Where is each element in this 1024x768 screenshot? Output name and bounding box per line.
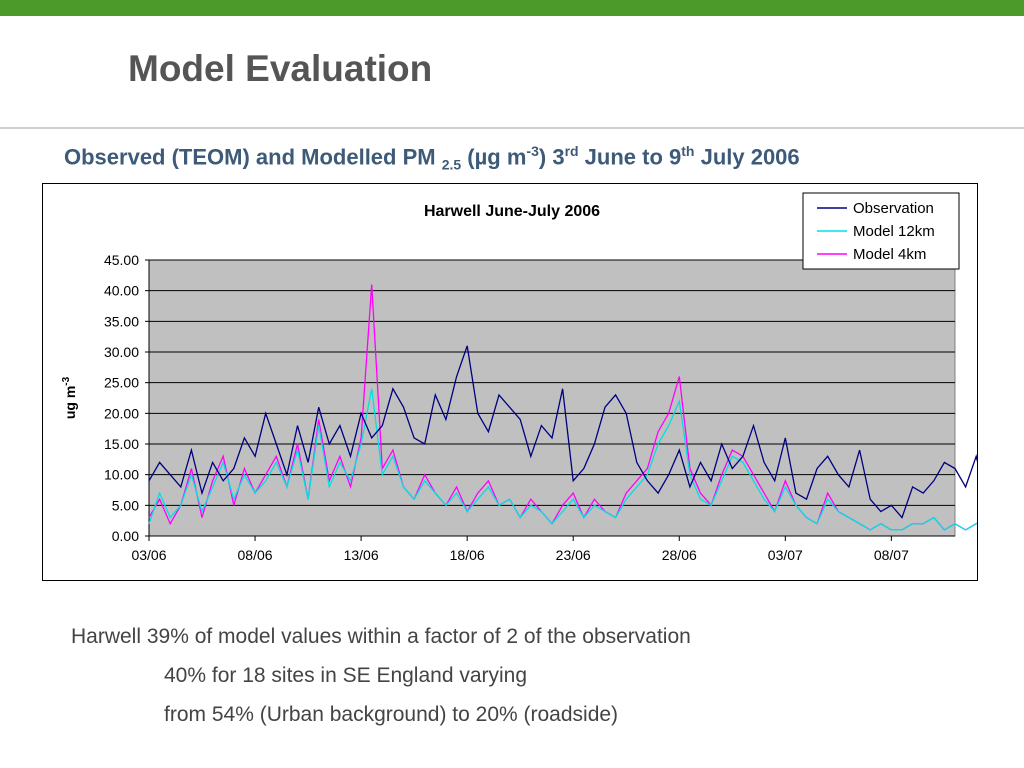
series-line-model-12km <box>148 388 977 531</box>
subtitle-part: ) 3 <box>538 144 565 170</box>
notes: Harwell 39% of model values within a fac… <box>71 617 691 734</box>
legend-label: Model 12km <box>853 223 935 240</box>
note-line-1: Harwell 39% of model values within a fac… <box>71 625 691 648</box>
slide-title: Model Evaluation <box>128 48 433 89</box>
subtitle-subscript: 2.5 <box>441 156 462 173</box>
plot-area <box>148 259 956 537</box>
x-tick-label: 08/07 <box>874 547 909 563</box>
chart-frame: 0.00 5.00 10.00 15.00 20.00 25.00 30.00 35.00 40… <box>42 183 978 581</box>
subtitle-part: (µg m <box>461 144 527 170</box>
subtitle-part: June to 9 <box>578 144 682 170</box>
subtitle-superscript: -3 <box>526 143 539 159</box>
legend-label: Observation <box>853 200 934 217</box>
series-line-observation <box>148 345 977 519</box>
x-tick-label: 28/06 <box>662 547 697 563</box>
subtitle-superscript: th <box>681 143 695 159</box>
chart-title: Harwell June-July 2006 <box>424 203 600 220</box>
y-tick-label: 10.00 <box>104 467 139 483</box>
x-tick-label: 18/06 <box>450 547 485 563</box>
x-tick-label: 03/06 <box>131 547 166 563</box>
y-tick-label: 20.00 <box>104 405 139 421</box>
x-tick-label: 23/06 <box>556 547 591 563</box>
x-tick-label: 08/06 <box>238 547 273 563</box>
subtitle-part: Observed (TEOM) and Modelled PM <box>64 144 442 170</box>
y-tick-label: 40.00 <box>104 283 139 299</box>
subtitle-part: July 2006 <box>694 144 800 170</box>
y-tick-label: 35.00 <box>104 313 139 329</box>
title-divider <box>0 127 1024 129</box>
y-tick-label: 30.00 <box>104 344 139 360</box>
y-tick-label: 15.00 <box>104 436 139 452</box>
y-tick-label: 0.00 <box>112 528 139 544</box>
y-tick-label: 5.00 <box>112 497 139 513</box>
y-tick-label: 25.00 <box>104 375 139 391</box>
slide-subtitle: Observed (TEOM) and Modelled PM 2.5 (µg … <box>64 143 800 173</box>
note-line-2: 40% for 18 sites in SE England varying <box>164 664 528 687</box>
legend-label: Model 4km <box>853 246 926 263</box>
x-tick-label: 03/07 <box>768 547 803 563</box>
subtitle-superscript: rd <box>564 143 579 159</box>
accent-bar <box>0 0 1024 16</box>
x-tick-label: 13/06 <box>344 547 379 563</box>
y-axis-label: ug m-3 <box>61 376 78 419</box>
note-line-3: from 54% (Urban background) to 20% (road… <box>164 703 619 726</box>
y-tick-label: 45.00 <box>104 252 139 268</box>
line-chart: 0.00 5.00 10.00 15.00 20.00 25.00 30.00 35.00 40… <box>61 192 977 563</box>
